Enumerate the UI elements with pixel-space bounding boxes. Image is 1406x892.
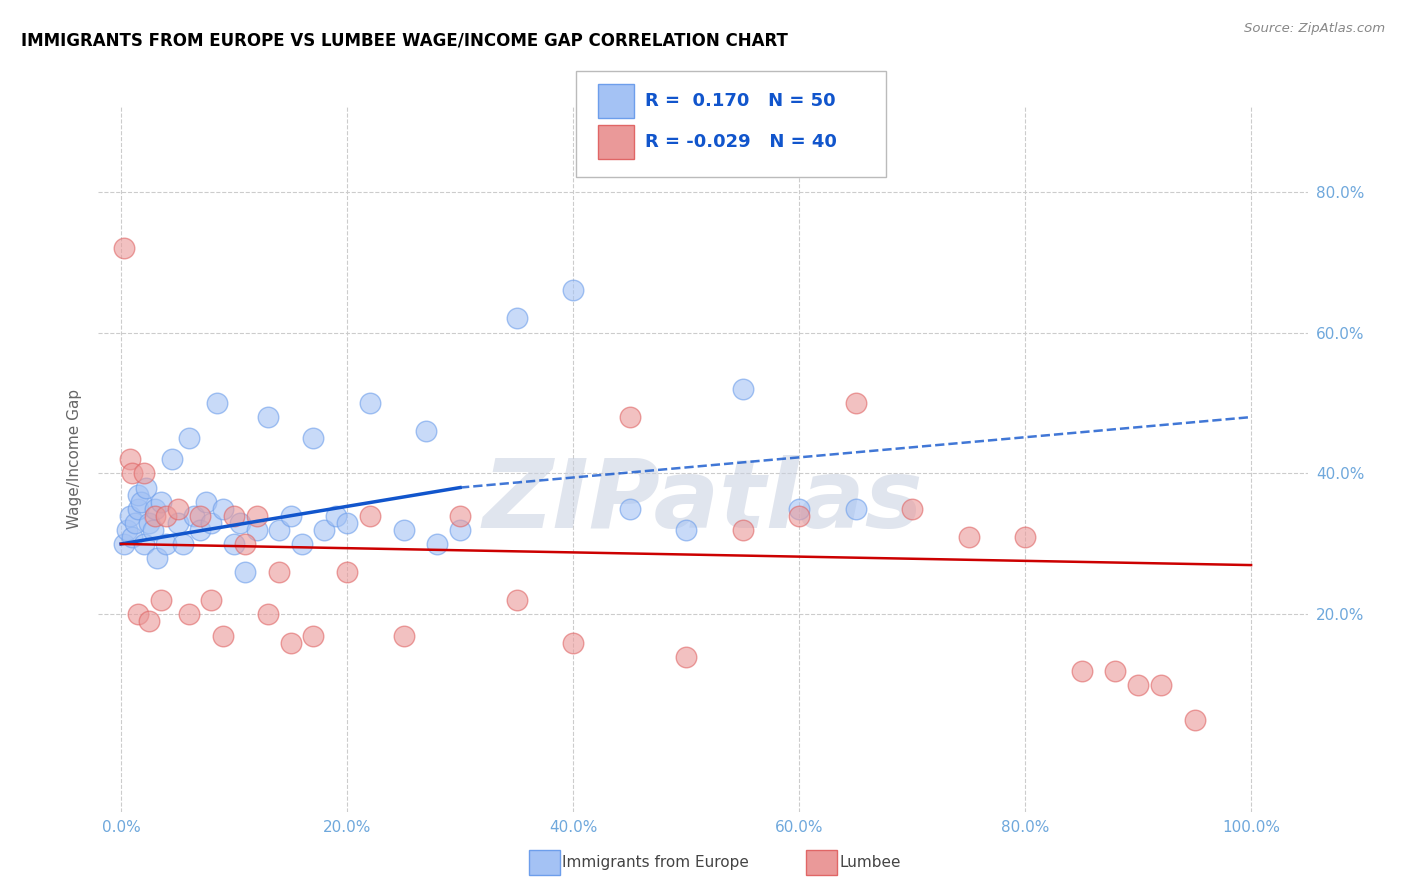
Immigrants from Europe [269,523,291,537]
Immigrants from Europe [155,537,177,551]
Immigrants from Europe [135,481,157,495]
Immigrants from Europe [246,523,269,537]
Lumbee [233,537,256,551]
Immigrants from Europe [211,501,233,516]
Immigrants from Europe [132,537,155,551]
Lumbee [787,508,810,523]
Lumbee [280,635,302,649]
Lumbee [211,628,233,642]
Lumbee [112,241,135,255]
Immigrants from Europe [146,551,169,566]
Immigrants from Europe [183,508,205,523]
Lumbee [143,508,166,523]
Lumbee [257,607,280,622]
Lumbee [449,508,471,523]
Immigrants from Europe [205,396,228,410]
Immigrants from Europe [127,501,149,516]
Lumbee [505,593,527,607]
Lumbee [359,508,381,523]
Lumbee [302,628,325,642]
Lumbee [1070,664,1092,678]
Text: Source: ZipAtlas.com: Source: ZipAtlas.com [1244,22,1385,36]
Lumbee [562,635,585,649]
Immigrants from Europe [149,494,172,508]
Immigrants from Europe [257,410,280,425]
Immigrants from Europe [138,516,160,530]
Immigrants from Europe [142,523,165,537]
Immigrants from Europe [177,431,200,445]
Lumbee [1104,664,1126,678]
Immigrants from Europe [392,523,415,537]
Immigrants from Europe [675,523,697,537]
Immigrants from Europe [166,516,188,530]
Text: Lumbee: Lumbee [839,855,901,870]
Lumbee [1150,678,1173,692]
Lumbee [246,508,269,523]
Immigrants from Europe [619,501,641,516]
Immigrants from Europe [336,516,359,530]
Immigrants from Europe [302,431,325,445]
Lumbee [675,649,697,664]
Immigrants from Europe [233,565,256,579]
Text: R = -0.029   N = 40: R = -0.029 N = 40 [645,133,837,151]
Immigrants from Europe [194,494,217,508]
Immigrants from Europe [731,382,754,396]
Lumbee [155,508,177,523]
Immigrants from Europe [415,424,437,438]
Immigrants from Europe [505,311,527,326]
Immigrants from Europe [280,508,302,523]
Immigrants from Europe [200,516,222,530]
Lumbee [200,593,222,607]
Y-axis label: Wage/Income Gap: Wage/Income Gap [67,389,83,530]
Immigrants from Europe [359,396,381,410]
Lumbee [120,452,142,467]
Immigrants from Europe [426,537,449,551]
Immigrants from Europe [172,537,194,551]
Immigrants from Europe [127,487,149,501]
Immigrants from Europe [115,523,138,537]
Lumbee [957,530,980,544]
Lumbee [121,467,143,481]
Lumbee [166,501,188,516]
Immigrants from Europe [131,494,153,508]
Text: R =  0.170   N = 50: R = 0.170 N = 50 [645,92,837,110]
Immigrants from Europe [120,508,142,523]
Lumbee [138,615,160,629]
Immigrants from Europe [449,523,471,537]
Immigrants from Europe [143,501,166,516]
Lumbee [188,508,211,523]
Immigrants from Europe [562,283,585,297]
Text: IMMIGRANTS FROM EUROPE VS LUMBEE WAGE/INCOME GAP CORRELATION CHART: IMMIGRANTS FROM EUROPE VS LUMBEE WAGE/IN… [21,31,787,49]
Immigrants from Europe [291,537,314,551]
Immigrants from Europe [325,508,347,523]
Text: Immigrants from Europe: Immigrants from Europe [562,855,749,870]
Lumbee [1184,713,1206,727]
Lumbee [127,607,149,622]
Lumbee [336,565,359,579]
Immigrants from Europe [121,530,143,544]
Lumbee [1014,530,1036,544]
Lumbee [392,628,415,642]
Lumbee [177,607,200,622]
Lumbee [222,508,245,523]
Lumbee [269,565,291,579]
Text: ZIPatlas: ZIPatlas [482,455,924,549]
Lumbee [901,501,924,516]
Immigrants from Europe [160,452,183,467]
Lumbee [149,593,172,607]
Lumbee [845,396,868,410]
Immigrants from Europe [112,537,135,551]
Immigrants from Europe [845,501,868,516]
Immigrants from Europe [787,501,810,516]
Lumbee [132,467,155,481]
Lumbee [619,410,641,425]
Immigrants from Europe [222,537,245,551]
Immigrants from Europe [228,516,250,530]
Lumbee [731,523,754,537]
Immigrants from Europe [314,523,336,537]
Immigrants from Europe [124,516,146,530]
Lumbee [1126,678,1149,692]
Immigrants from Europe [188,523,211,537]
